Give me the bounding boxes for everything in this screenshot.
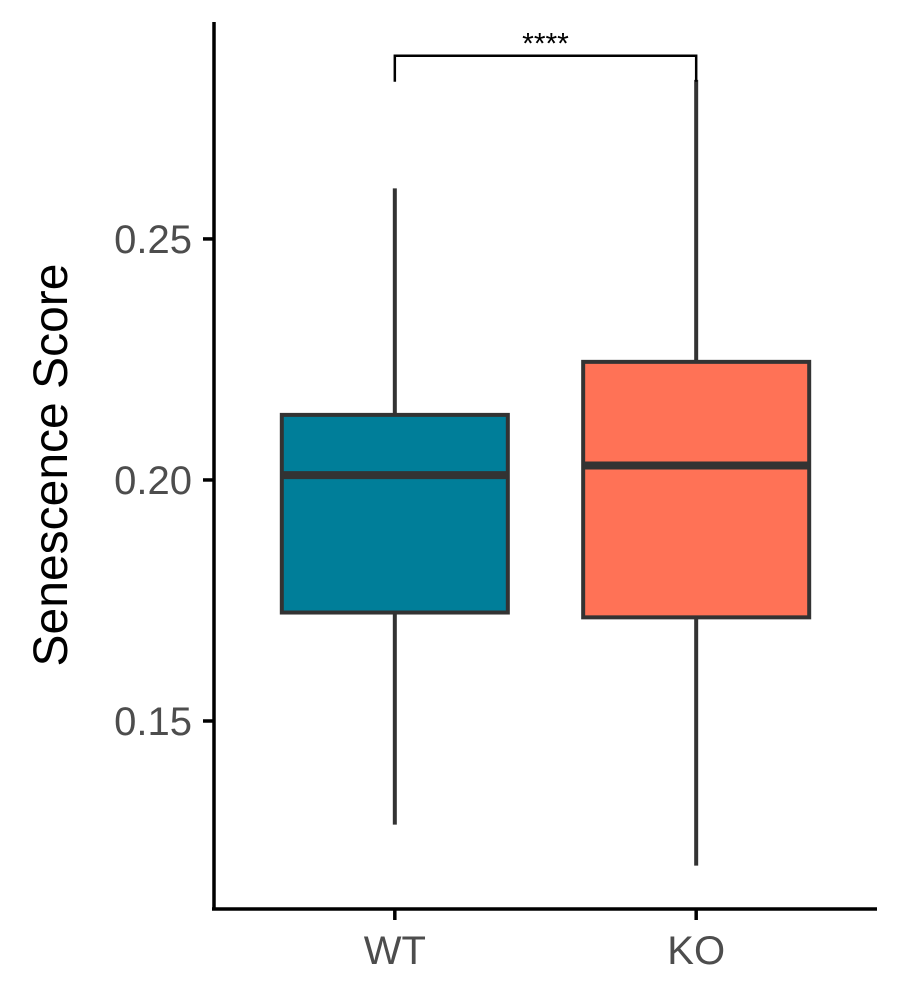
bracket-line xyxy=(393,54,698,82)
y-tick-label: 0.25 xyxy=(114,218,192,262)
significance-bracket: **** xyxy=(393,28,698,82)
interquartile-box xyxy=(279,412,510,615)
y-axis-ticks: 0.15 0.20 0.25 xyxy=(114,218,214,744)
x-axis-ticks: WT KO xyxy=(364,909,725,973)
box-ko xyxy=(581,79,812,866)
x-tick-label: KO xyxy=(667,929,725,973)
x-tick-label: WT xyxy=(364,929,426,973)
y-tick-label: 0.15 xyxy=(114,700,192,744)
significance-label: **** xyxy=(522,28,569,61)
y-tick-label: 0.20 xyxy=(114,459,192,503)
interquartile-box xyxy=(581,359,812,620)
annotations: **** xyxy=(393,28,698,82)
y-axis-title: Senescence Score xyxy=(25,264,78,667)
boxes xyxy=(279,79,812,866)
box-wt xyxy=(279,188,510,825)
